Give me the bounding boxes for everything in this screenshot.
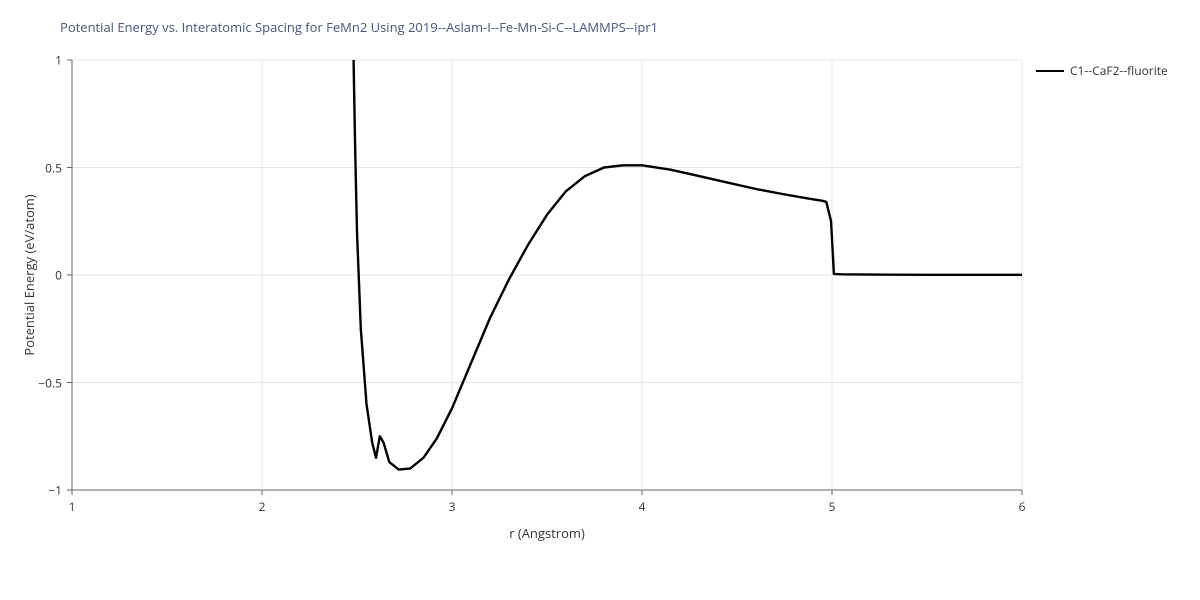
y-tick-label: 0	[32, 267, 62, 284]
x-tick-label: 3	[449, 498, 456, 515]
legend-item-label: C1--CaF2--fluorite	[1070, 62, 1168, 79]
chart-title: Potential Energy vs. Interatomic Spacing…	[60, 18, 658, 36]
y-tick-label: −1	[32, 482, 62, 499]
legend-line-icon	[1036, 70, 1064, 72]
x-tick-label: 2	[259, 498, 266, 515]
x-axis-label: r (Angstrom)	[497, 524, 597, 542]
y-tick-label: −0.5	[32, 374, 62, 391]
legend: C1--CaF2--fluorite	[1036, 62, 1168, 79]
plot-area	[72, 60, 1024, 492]
x-tick-label: 5	[829, 498, 836, 515]
x-tick-label: 1	[69, 498, 76, 515]
chart-container: Potential Energy vs. Interatomic Spacing…	[0, 0, 1200, 600]
x-tick-label: 4	[639, 498, 646, 515]
y-tick-label: 0.5	[32, 159, 62, 176]
y-tick-label: 1	[32, 52, 62, 69]
x-tick-label: 6	[1019, 498, 1026, 515]
